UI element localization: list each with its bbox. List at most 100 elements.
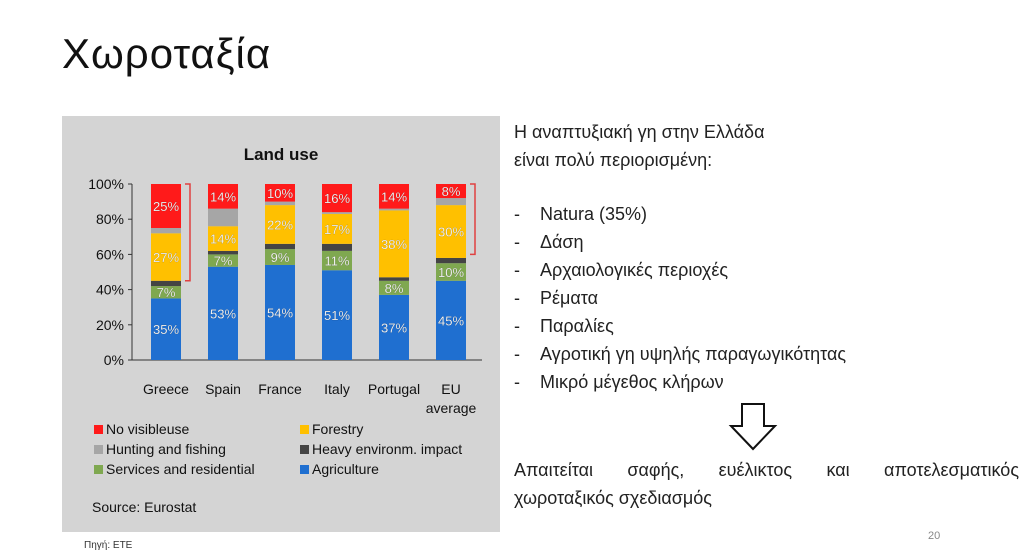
- right-text-panel: Η αναπτυξιακή γη στην Ελλάδα είναι πολύ …: [514, 118, 1019, 396]
- lead-line-1: Η αναπτυξιακή γη στην Ελλάδα: [514, 122, 765, 142]
- x-tick-label: Portugal: [368, 381, 420, 397]
- bar-segment: [265, 201, 295, 206]
- data-label: 14%: [210, 232, 236, 247]
- legend-label: Heavy environm. impact: [312, 441, 462, 457]
- y-tick-label: 80%: [96, 211, 124, 227]
- bar-segment: [208, 250, 238, 255]
- y-tick-label: 40%: [96, 282, 124, 298]
- list-item: - Αγροτική γη υψηλής παραγωγικότητας: [514, 344, 847, 364]
- data-label: 10%: [267, 186, 293, 201]
- data-label: 45%: [438, 313, 464, 328]
- constraints-list: - Natura (35%) - Δάση - Αρχαιολογικές περιο…: [514, 200, 1019, 396]
- list-item: - Μικρό μέγεθος κλήρων: [514, 372, 724, 392]
- data-label: 16%: [324, 191, 350, 206]
- y-tick-label: 100%: [88, 176, 124, 192]
- list-item: - Παραλίες: [514, 316, 614, 336]
- legend-label: Agriculture: [312, 461, 379, 477]
- legend-swatch: [94, 465, 103, 474]
- data-label: 7%: [157, 285, 176, 300]
- legend-swatch: [300, 425, 309, 434]
- highlight-bracket: [470, 183, 476, 256]
- conclusion-text: Απαιτείται σαφής, ευέλικτος και αποτελεσ…: [514, 456, 1019, 512]
- legend-label: Forestry: [312, 421, 363, 437]
- y-tick-label: 60%: [96, 246, 124, 262]
- x-tick-label-line2: average: [426, 400, 477, 416]
- lead-line-2: είναι πολύ περιορισμένη:: [514, 150, 713, 170]
- x-tick-label: EU: [441, 381, 460, 397]
- bar-segment: [151, 228, 181, 234]
- x-tick-label: France: [258, 381, 302, 397]
- bar-segment: [379, 280, 409, 295]
- data-label: 10%: [438, 265, 464, 280]
- down-arrow-outline-icon: [728, 403, 778, 451]
- legend-swatch: [94, 445, 103, 454]
- bar-segment: [436, 198, 466, 206]
- data-label: 8%: [442, 184, 461, 199]
- chart-title: Land use: [244, 145, 319, 164]
- bar-segment: [265, 243, 295, 250]
- bar-segment: [379, 184, 409, 209]
- bar-segment: [436, 263, 466, 281]
- data-label: 9%: [271, 250, 290, 265]
- bar-segment: [208, 226, 238, 251]
- legend-swatch: [94, 425, 103, 434]
- data-label: 27%: [153, 250, 179, 265]
- legend-label: No visibleuse: [106, 421, 189, 437]
- slide-title: Χωροταξία: [62, 30, 272, 77]
- conclusion-line-2: χωροταξικός σχεδιασμός: [514, 488, 712, 508]
- x-tick-label: Greece: [143, 381, 189, 397]
- bar-segment: [151, 286, 181, 299]
- bar-segment: [379, 210, 409, 278]
- bar-segment: [151, 233, 181, 281]
- bar-segment: [265, 249, 295, 265]
- bar-segment: [322, 212, 352, 214]
- data-label: 17%: [324, 222, 350, 237]
- data-label: 22%: [267, 217, 293, 232]
- bar-segment: [151, 184, 181, 228]
- bar-segment: [265, 184, 295, 202]
- y-tick-label: 20%: [96, 317, 124, 333]
- bar-segment: [322, 213, 352, 244]
- bar-segment: [379, 277, 409, 281]
- legend-swatch: [300, 465, 309, 474]
- data-label: 14%: [381, 189, 407, 204]
- data-label: 8%: [385, 281, 404, 296]
- bar-segment: [151, 298, 181, 360]
- list-item: - Δάση: [514, 232, 584, 252]
- bar-segment: [208, 184, 238, 209]
- y-tick-label: 0%: [104, 352, 124, 368]
- land-use-chart: Land use 0% 20% 40% 60% 80% 100% 35% 7% 27% 25% Gre…: [62, 116, 500, 532]
- bar-segment: [322, 184, 352, 213]
- source-note: Πηγή: ΕΤΕ: [84, 540, 133, 551]
- bar-segment: [436, 184, 466, 199]
- bar-segment: [265, 264, 295, 360]
- bar-segment: [151, 280, 181, 287]
- lead-text: Η αναπτυξιακή γη στην Ελλάδα είναι πολύ …: [514, 118, 1019, 174]
- bar-segment: [208, 254, 238, 267]
- bar-segment: [379, 294, 409, 360]
- bar-segment: [436, 205, 466, 258]
- legend-label: Hunting and fishing: [106, 441, 226, 457]
- data-label: 14%: [210, 189, 236, 204]
- highlight-bracket: [185, 183, 191, 282]
- bar-segment: [436, 257, 466, 264]
- data-label: 38%: [381, 237, 407, 252]
- data-label: 37%: [381, 320, 407, 335]
- data-label: 7%: [214, 254, 233, 269]
- bar-segment: [322, 270, 352, 360]
- bar-segment: [208, 208, 238, 227]
- bar-segment: [322, 243, 352, 251]
- data-label: 54%: [267, 305, 293, 320]
- list-item: - Αρχαιολογικές περιοχές: [514, 260, 729, 280]
- chart-source: Source: Eurostat: [92, 499, 196, 515]
- data-label: 51%: [324, 308, 350, 323]
- list-item: - Natura (35%): [514, 204, 648, 224]
- bar-segment: [436, 280, 466, 360]
- chart-svg: Land use 0% 20% 40% 60% 80% 100% 35% 7% 27% 25% Gre…: [88, 145, 482, 515]
- legend-swatch: [300, 445, 309, 454]
- bar-segment: [379, 208, 409, 211]
- bar-segment: [322, 250, 352, 271]
- data-label: 53%: [210, 306, 236, 321]
- bar-segment: [265, 205, 295, 244]
- legend-label: Services and residential: [106, 461, 255, 477]
